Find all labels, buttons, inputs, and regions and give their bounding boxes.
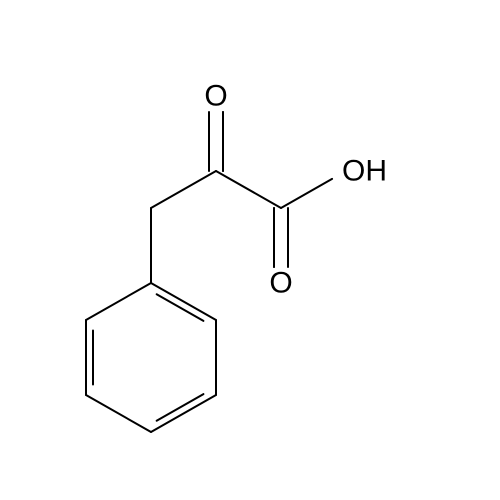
svg-text:O: O: [204, 80, 227, 113]
molecule-diagram: O O OH: [0, 0, 500, 500]
svg-text:O: O: [269, 267, 292, 300]
svg-text:OH: OH: [342, 155, 387, 188]
